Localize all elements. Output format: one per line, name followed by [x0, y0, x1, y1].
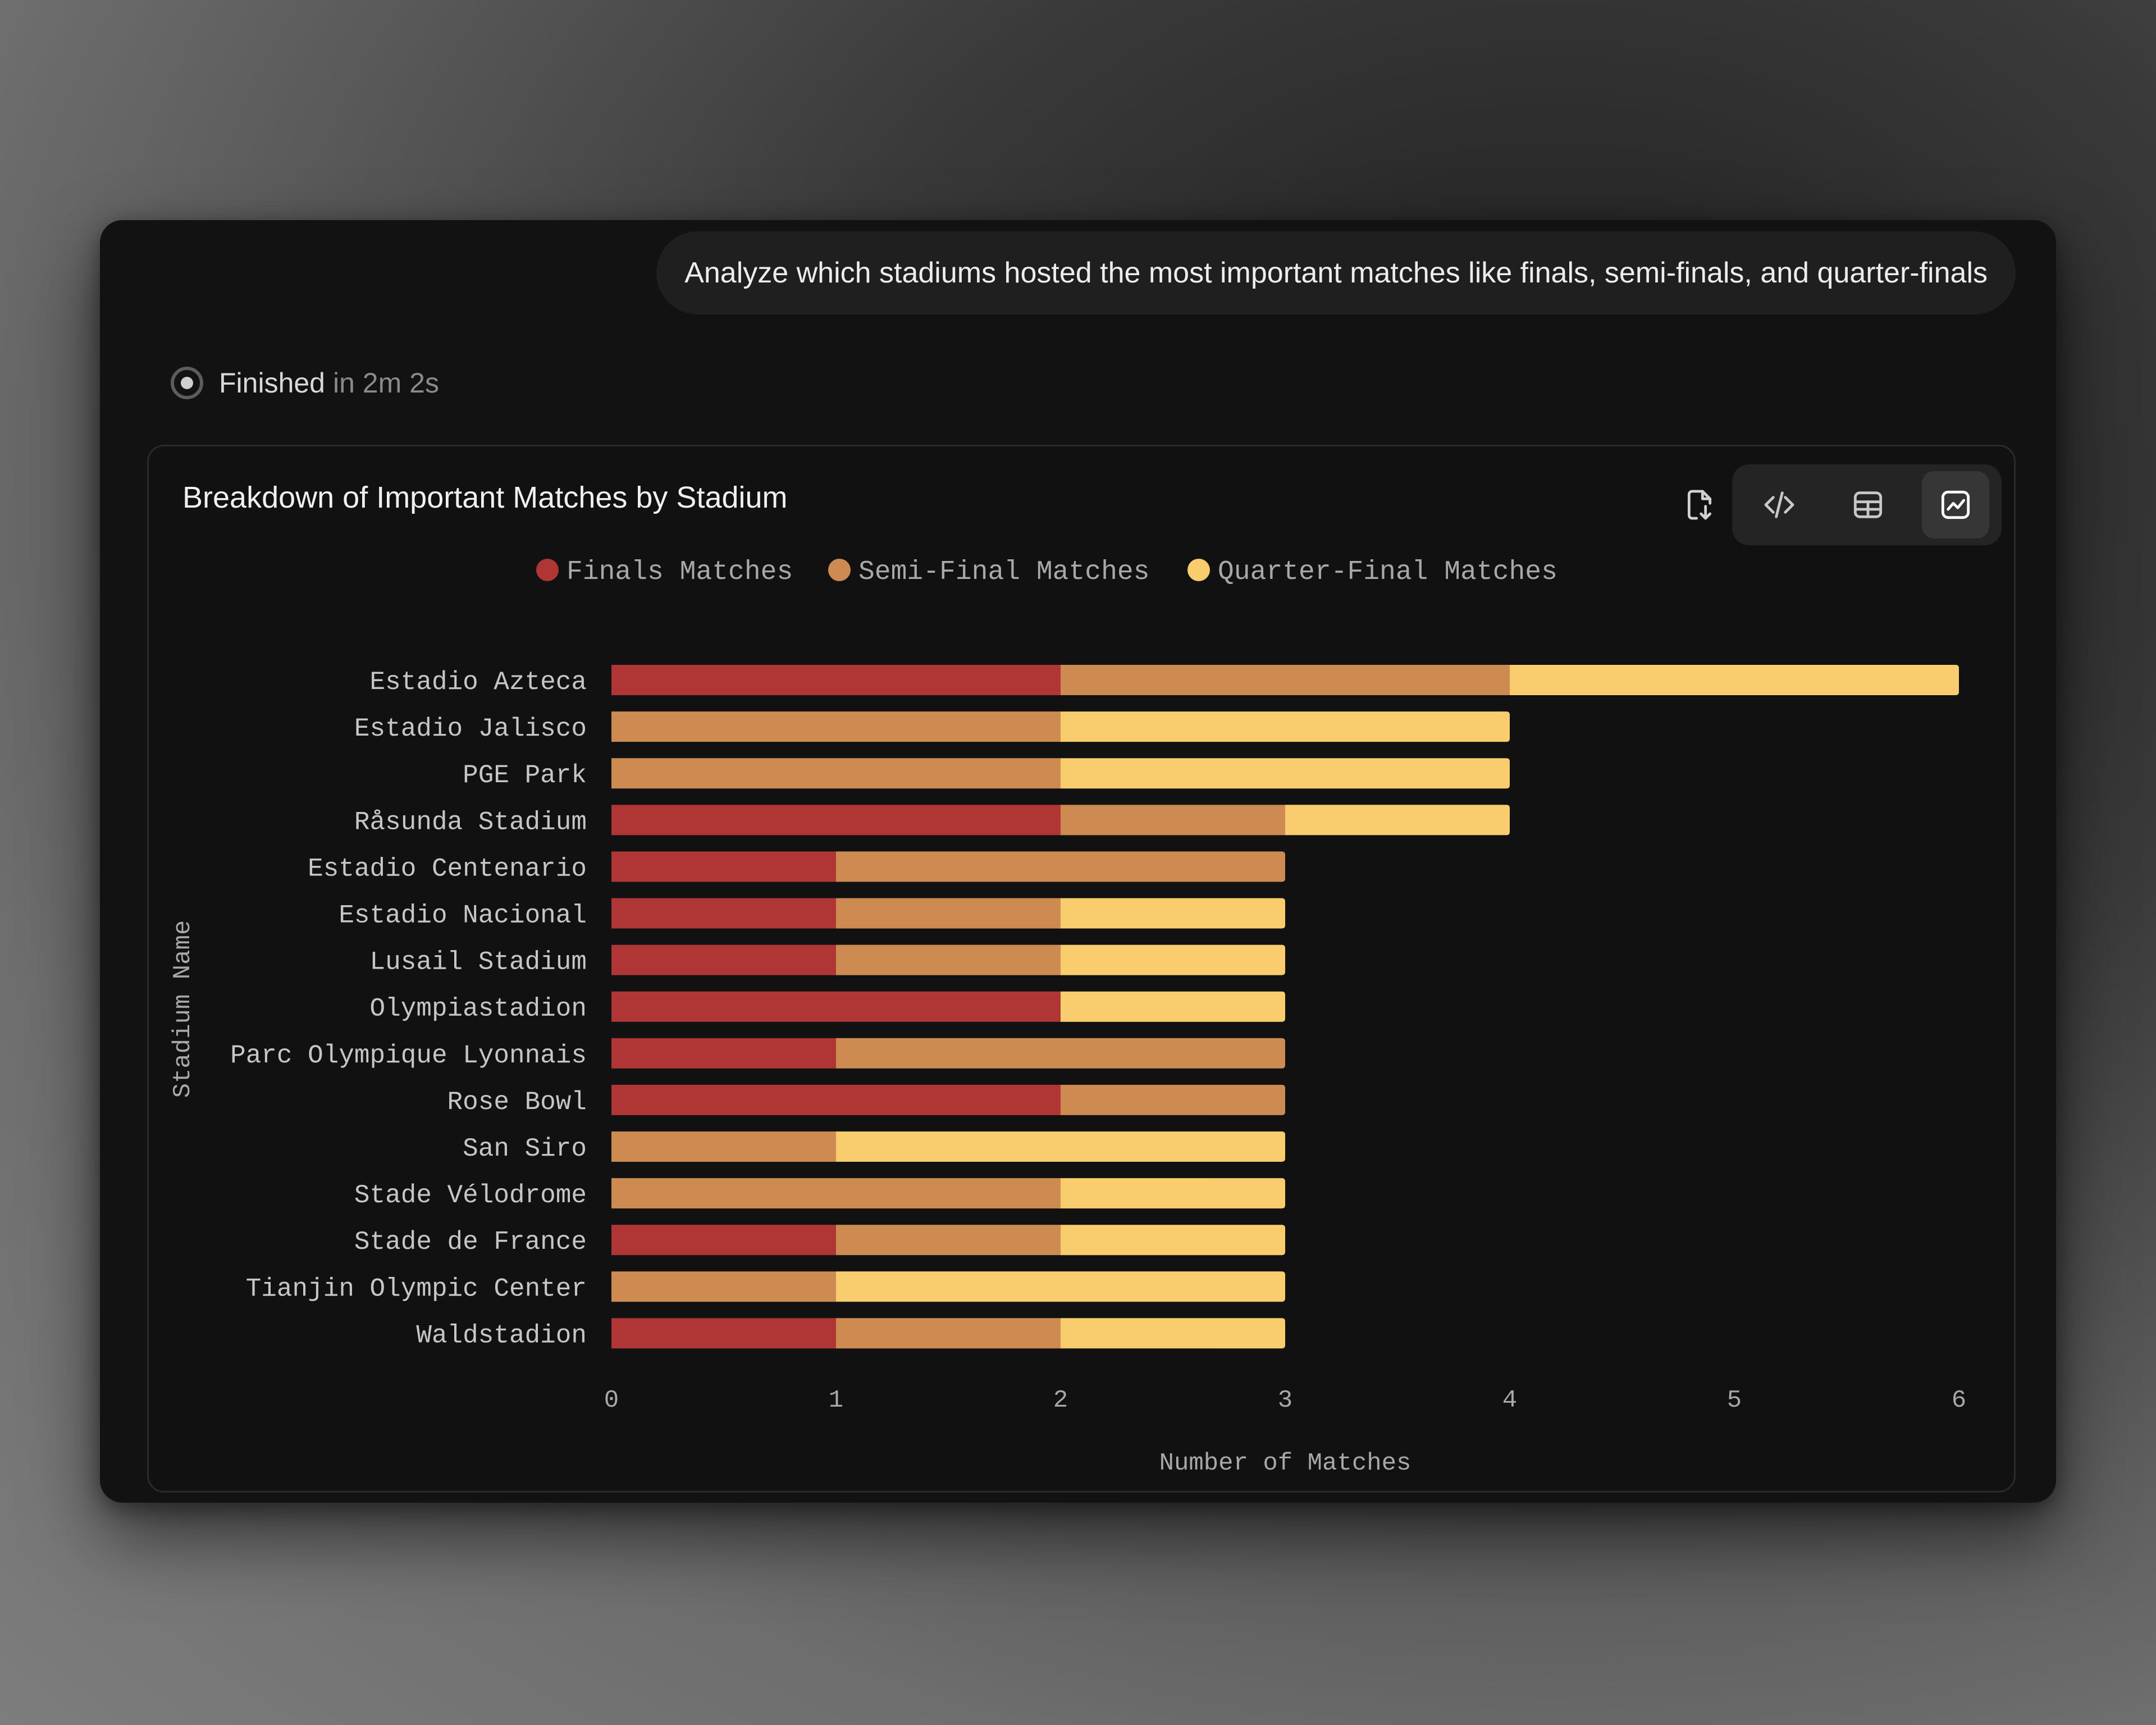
bar-segment-finals [611, 1084, 1061, 1115]
user-prompt-bubble: Analyze which stadiums hosted the most i… [656, 231, 2016, 314]
bar-segment-finals [611, 1225, 837, 1256]
y-tick-label: Stade de France [354, 1227, 587, 1257]
legend-swatch-semi [828, 559, 851, 581]
bar-segment-quarter [1061, 991, 1285, 1022]
bar-segment-semi [611, 1178, 1061, 1209]
bar-segment-finals [611, 1318, 837, 1349]
bar-segment-quarter [1285, 805, 1510, 836]
bar-segment-semi [836, 851, 1285, 882]
y-tick-label: Stade Vélodrome [354, 1181, 587, 1210]
y-tick-label: San Siro [463, 1134, 587, 1163]
y-tick-label: Rose Bowl [447, 1088, 587, 1117]
legend-label-quarter: Quarter-Final Matches [1218, 557, 1557, 587]
bar-segment-quarter [1061, 758, 1510, 789]
file-export-icon [1687, 490, 1712, 520]
bar-segment-semi [1061, 1084, 1285, 1115]
y-tick-label: Waldstadion [416, 1321, 587, 1350]
user-prompt-text: Analyze which stadiums hosted the most i… [684, 257, 1988, 289]
y-tick-label: Olympiastadion [370, 994, 587, 1024]
bar-segment-finals [611, 1038, 837, 1069]
bar-segment-semi [836, 1038, 1285, 1069]
status-duration: in 2m 2s [333, 367, 439, 399]
bar-segment-semi [836, 944, 1061, 975]
chart-card-title: Breakdown of Important Matches by Stadiu… [182, 481, 788, 514]
bar-segment-quarter [1061, 1225, 1285, 1256]
bar-segment-semi [836, 1318, 1061, 1349]
y-tick-label: Tianjin Olympic Center [246, 1274, 587, 1303]
y-tick-label: Lusail Stadium [370, 948, 587, 977]
bar-segment-finals [611, 944, 837, 975]
bar-segment-quarter [1061, 711, 1510, 742]
bar-segment-finals [611, 805, 1061, 836]
bar-segment-semi [1061, 665, 1510, 695]
status-word: Finished [219, 367, 325, 399]
bar-segment-quarter [1061, 898, 1285, 929]
bar-segment-finals [611, 991, 1061, 1022]
chart-view-button[interactable] [1922, 471, 1989, 539]
x-axis-title: Number of Matches [1159, 1449, 1412, 1477]
legend-label-semi: Semi-Final Matches [858, 557, 1149, 587]
bar-segment-semi [836, 898, 1061, 929]
bar-segment-finals [611, 898, 837, 929]
bar-segment-quarter [836, 1271, 1285, 1302]
y-tick-label: Estadio Azteca [370, 668, 587, 697]
x-tick-label: 5 [1727, 1386, 1742, 1414]
app-window: Analyze which stadiums hosted the most i… [100, 220, 2056, 1503]
bar-segment-semi [611, 1131, 837, 1162]
bar-segment-semi [611, 1271, 837, 1302]
x-tick-label: 2 [1053, 1386, 1068, 1414]
view-toggle-group [1732, 464, 2002, 545]
y-tick-label: Estadio Nacional [339, 901, 587, 930]
y-axis-labels: Estadio Azteca Estadio Jalisco PGE Park Rås… [230, 668, 587, 1350]
table-view-button[interactable] [1834, 471, 1902, 539]
y-tick-label: PGE Park [463, 761, 587, 790]
bar-segment-semi [1061, 805, 1286, 836]
export-button[interactable] [1666, 471, 1733, 539]
y-tick-label: Estadio Centenario [308, 854, 587, 883]
x-tick-label: 6 [1952, 1386, 1966, 1414]
bar-segment-finals [611, 665, 1061, 695]
table-icon [1853, 491, 1883, 518]
chart-bars [611, 665, 1959, 1349]
legend-label-finals: Finals Matches [567, 557, 793, 587]
chart-icon [1941, 490, 1970, 519]
bar-segment-semi [611, 758, 1061, 789]
y-tick-label: Parc Olympique Lyonnais [230, 1041, 587, 1070]
x-axis-ticks: 0 1 2 3 4 5 6 [604, 1386, 1966, 1414]
y-tick-label: Råsunda Stadium [354, 807, 587, 837]
code-icon [1764, 491, 1794, 518]
legend-swatch-finals [536, 559, 559, 581]
run-status: Finished in 2m 2s [171, 362, 439, 404]
y-axis-title: Stadium Name [169, 920, 197, 1098]
legend-swatch-quarter [1187, 559, 1210, 581]
bar-segment-quarter [1061, 944, 1285, 975]
bar-segment-semi [836, 1225, 1061, 1256]
chart-card: Breakdown of Important Matches by Stadiu… [147, 445, 2016, 1493]
x-tick-label: 0 [604, 1386, 619, 1414]
status-radio-icon [171, 367, 203, 399]
code-view-button[interactable] [1746, 471, 1813, 539]
bar-segment-quarter [1510, 665, 1959, 695]
x-tick-label: 3 [1278, 1386, 1292, 1414]
bar-segment-quarter [1061, 1318, 1285, 1349]
x-tick-label: 1 [829, 1386, 843, 1414]
chart-legend: Finals Matches Semi-Final Matches Quarter-… [536, 557, 1557, 587]
bar-segment-semi [611, 711, 1061, 742]
bar-segment-finals [611, 851, 837, 882]
stacked-bar-chart: Finals Matches Semi-Final Matches Quarter-… [169, 557, 1966, 1477]
bar-segment-quarter [836, 1131, 1285, 1162]
x-tick-label: 4 [1502, 1386, 1517, 1414]
y-tick-label: Estadio Jalisco [354, 714, 587, 743]
bar-segment-quarter [1061, 1178, 1285, 1209]
